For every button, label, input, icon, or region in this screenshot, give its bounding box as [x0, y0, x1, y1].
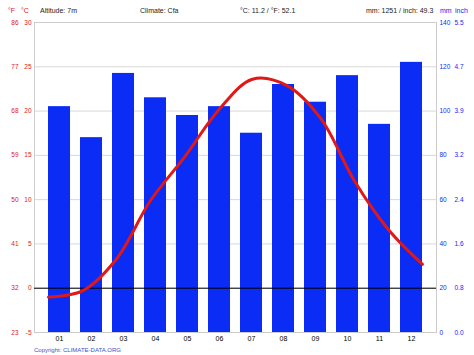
svg-text:3.9: 3.9: [455, 107, 464, 114]
svg-text:120: 120: [440, 63, 451, 70]
svg-text:0: 0: [440, 329, 444, 336]
svg-text:12: 12: [408, 335, 416, 342]
svg-text:80: 80: [440, 151, 448, 158]
svg-text:25: 25: [24, 63, 32, 70]
svg-text:68: 68: [11, 107, 19, 114]
html-text:mm: mm: [440, 7, 452, 14]
svg-text:06: 06: [216, 335, 224, 342]
svg-text:2.4: 2.4: [455, 196, 464, 203]
html-text:inch: inch: [455, 7, 468, 14]
html-text:Copyright: CLIMATE-DATA.ORG: Copyright: CLIMATE-DATA.ORG: [34, 347, 121, 353]
svg-text:01: 01: [56, 335, 64, 342]
svg-text:4.7: 4.7: [455, 63, 464, 70]
svg-text:10: 10: [24, 196, 32, 203]
svg-text:0.8: 0.8: [455, 284, 464, 291]
svg-text:-5: -5: [26, 329, 32, 336]
html-text:Climate: Cfa: Climate: Cfa: [140, 7, 179, 14]
svg-text:20: 20: [24, 107, 32, 114]
svg-text:40: 40: [440, 240, 448, 247]
svg-text:140: 140: [440, 19, 451, 26]
svg-text:15: 15: [24, 151, 32, 158]
html-text:mm: 1251 / inch: 49.3: mm: 1251 / inch: 49.3: [366, 7, 434, 14]
svg-text:77: 77: [11, 63, 19, 70]
svg-text:59: 59: [11, 151, 19, 158]
svg-text:23: 23: [11, 329, 19, 336]
svg-text:100: 100: [440, 107, 451, 114]
svg-text:04: 04: [152, 335, 160, 342]
svg-text:08: 08: [280, 335, 288, 342]
svg-text:05: 05: [184, 335, 192, 342]
svg-text:02: 02: [88, 335, 96, 342]
svg-text:07: 07: [248, 335, 256, 342]
svg-text:03: 03: [120, 335, 128, 342]
svg-text:09: 09: [312, 335, 320, 342]
html-text:°C: 11.2 / °F: 52.1: °C: 11.2 / °F: 52.1: [240, 7, 296, 14]
svg-text:30: 30: [24, 19, 32, 26]
svg-text:50: 50: [11, 196, 19, 203]
svg-text:41: 41: [11, 240, 19, 247]
svg-text:32: 32: [11, 284, 19, 291]
svg-text:0: 0: [28, 284, 32, 291]
svg-text:86: 86: [11, 19, 19, 26]
html-text:°C: °C: [21, 7, 29, 14]
svg-text:5: 5: [28, 240, 32, 247]
html-text:Altitude: 7m: Altitude: 7m: [40, 7, 77, 14]
svg-text:10: 10: [344, 335, 352, 342]
svg-text:1.6: 1.6: [455, 240, 464, 247]
svg-text:3.2: 3.2: [455, 151, 464, 158]
svg-text:20: 20: [440, 284, 448, 291]
html-text:°F: °F: [8, 7, 16, 14]
svg-text:60: 60: [440, 196, 448, 203]
svg-text:0.0: 0.0: [455, 329, 464, 336]
svg-text:5.5: 5.5: [455, 19, 464, 26]
svg-text:11: 11: [376, 335, 383, 342]
